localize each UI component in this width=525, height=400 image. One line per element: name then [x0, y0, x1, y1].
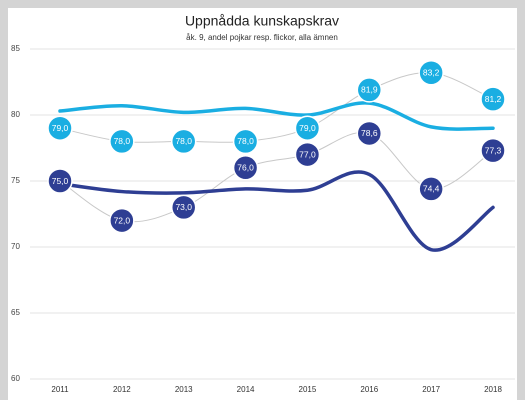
marker [109, 207, 135, 234]
y-tick-label: 75 [11, 176, 20, 185]
data-label: 78,6 [361, 128, 378, 138]
marker [480, 137, 506, 164]
y-tick-label: 85 [11, 44, 20, 53]
marker [109, 128, 135, 155]
data-label: 72,0 [114, 215, 131, 225]
marker [294, 141, 321, 168]
marker [294, 115, 321, 141]
marker [356, 77, 383, 103]
marker [47, 168, 73, 194]
data-label: 79,0 [299, 123, 316, 133]
data-label: 75,0 [52, 176, 69, 186]
data-label: 77,3 [485, 145, 502, 155]
marker [356, 120, 383, 147]
y-tick-label: 60 [11, 374, 20, 383]
data-label: 78,0 [237, 136, 254, 146]
x-tick-label: 2017 [422, 385, 440, 394]
marker [47, 115, 73, 141]
marker [418, 176, 444, 202]
y-tick-label: 80 [11, 110, 20, 119]
data-label: 81,2 [485, 94, 502, 104]
marker [232, 128, 259, 155]
y-tick-label: 70 [11, 242, 20, 251]
data-label: 81,9 [361, 85, 378, 95]
x-tick-label: 2015 [299, 385, 317, 394]
marker [232, 155, 259, 181]
marker [170, 194, 197, 221]
marker [418, 60, 444, 86]
y-tick-label: 65 [11, 308, 20, 317]
x-tick-label: 2014 [237, 385, 255, 394]
data-label: 78,0 [114, 136, 131, 146]
x-tick-label: 2018 [484, 385, 502, 394]
data-label: 79,0 [52, 123, 69, 133]
smooth-line [58, 170, 495, 252]
marker [170, 128, 197, 155]
data-label: 77,0 [299, 149, 316, 159]
marker [480, 86, 506, 112]
x-tick-label: 2016 [360, 385, 378, 394]
chart-title: Uppnådda kunskapskrav [185, 13, 339, 29]
data-label: 78,0 [175, 136, 192, 146]
data-label: 83,2 [423, 68, 440, 78]
data-label: 76,0 [237, 163, 254, 173]
x-tick-label: 2011 [51, 385, 69, 394]
data-label: 74,4 [423, 184, 440, 194]
data-label: 73,0 [175, 202, 192, 212]
x-tick-label: 2012 [113, 385, 131, 394]
x-tick-label: 2013 [175, 385, 193, 394]
chart-subtitle: åk. 9, andel pojkar resp. flickor, alla … [186, 33, 338, 42]
smooth-line [58, 101, 495, 131]
